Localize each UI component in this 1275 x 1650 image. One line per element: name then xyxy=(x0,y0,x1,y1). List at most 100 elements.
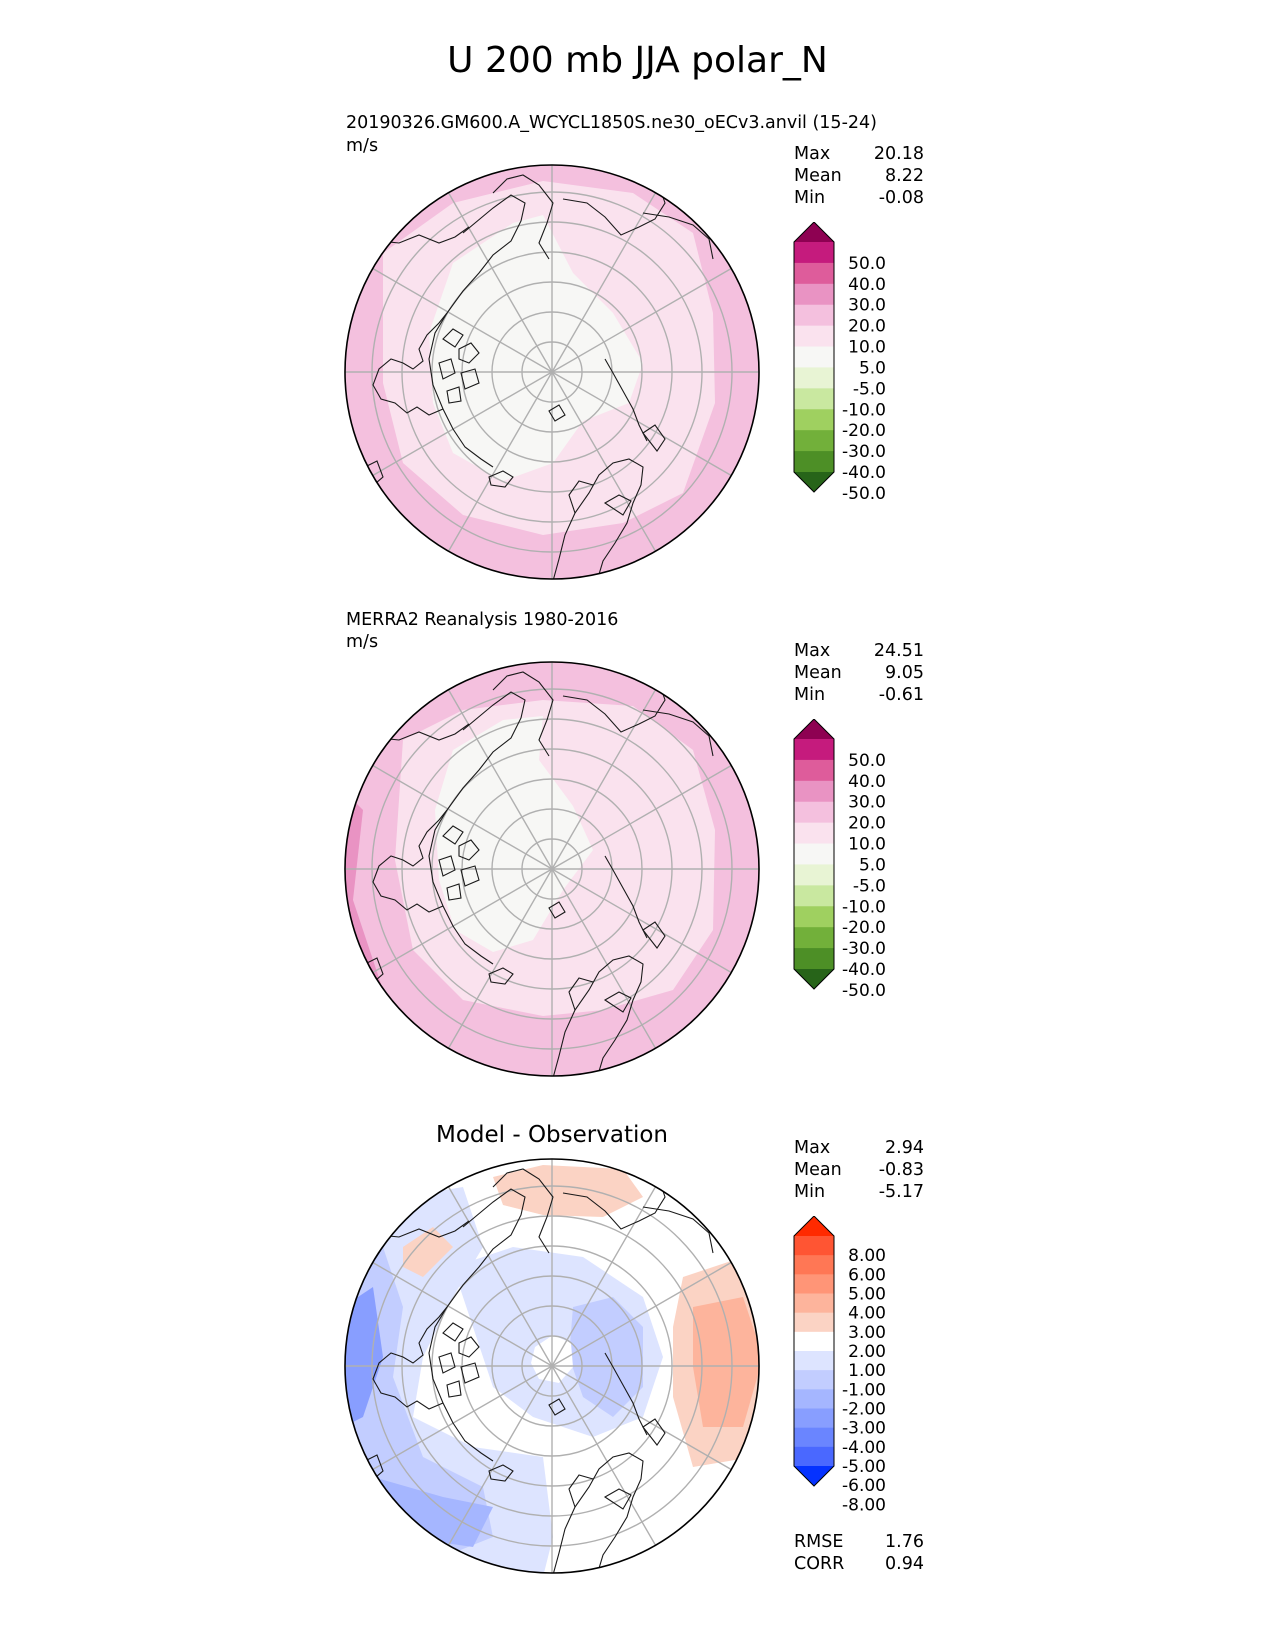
meridian-line xyxy=(372,1261,553,1367)
colorbar-outline xyxy=(793,719,835,990)
colorbar-tick-label: -10.0 xyxy=(842,400,886,420)
colorbar-tick-label: 8.00 xyxy=(848,1246,886,1266)
map-fill-group xyxy=(345,662,759,1076)
colorbar-segment xyxy=(794,430,834,452)
panel-1-stat-mean: Mean 8.22 xyxy=(794,166,924,188)
coastline xyxy=(428,691,526,965)
stat-label: Min xyxy=(794,685,826,705)
coastline xyxy=(604,358,648,442)
coastline xyxy=(642,921,666,949)
colorbar-tick-label: 30.0 xyxy=(848,296,886,316)
coastline xyxy=(548,404,566,422)
colorbar-tick-label: 40.0 xyxy=(848,275,886,295)
coastline xyxy=(428,194,526,468)
meridian-line xyxy=(551,192,657,373)
panel-2-units: m/s xyxy=(346,632,379,652)
colorbar-segment xyxy=(794,346,834,368)
moderate-positive-east xyxy=(693,1297,759,1427)
coastline xyxy=(488,1464,514,1482)
colorbar-tick-label: -30.0 xyxy=(842,442,886,462)
panel-1-polar-map xyxy=(344,164,760,580)
meridian-line xyxy=(551,868,657,1049)
coastline xyxy=(446,1380,462,1398)
meridian-line xyxy=(372,868,553,974)
coastline xyxy=(604,1352,648,1436)
strong-negative-west xyxy=(345,1287,383,1427)
map-frame xyxy=(344,1158,760,1574)
colorbar-tick-label: -50.0 xyxy=(842,484,886,504)
coastline xyxy=(460,1362,480,1384)
panel-3-colorbar: 8.006.005.004.003.002.001.00-1.00-2.00-3… xyxy=(793,1216,886,1515)
positive-region-north xyxy=(493,1165,643,1217)
colorbar-tick-label: 40.0 xyxy=(848,772,886,792)
meridian-line xyxy=(372,764,553,870)
colorbar-tick-label: -40.0 xyxy=(842,463,886,483)
stat-value: -5.17 xyxy=(878,1182,924,1202)
panel-2-stat-mean: Mean 9.05 xyxy=(794,663,924,685)
panel-3-stat-min: Min -5.17 xyxy=(794,1182,924,1204)
colorbar-segment xyxy=(794,1408,834,1429)
meridian-line xyxy=(372,371,553,477)
colorbar-segment xyxy=(794,262,834,285)
near-zero-region xyxy=(429,215,643,481)
colorbar-segment xyxy=(794,1255,834,1275)
colorbar-tick-label: 50.0 xyxy=(848,751,886,771)
colorbar-segment xyxy=(794,1427,834,1448)
coastline xyxy=(458,342,480,364)
colorbar-outline xyxy=(793,222,835,493)
coastline xyxy=(492,1168,554,1254)
panel-2-stat-min: Min -0.61 xyxy=(794,685,924,707)
colorbar-segment xyxy=(794,451,834,473)
figure-title: U 200 mb JJA polar_N xyxy=(447,40,828,81)
colorbar-tick-label: -20.0 xyxy=(842,421,886,441)
meridian-line xyxy=(551,1186,657,1367)
coastline xyxy=(372,312,448,416)
colorbar-tick-label: -6.00 xyxy=(842,1476,886,1496)
panel-3-polar-map xyxy=(344,1158,760,1574)
panel-3-metric-rmse: RMSE 1.76 xyxy=(794,1532,924,1554)
metric-value: 1.76 xyxy=(885,1532,924,1552)
colorbar-segment xyxy=(794,1351,834,1371)
coastline xyxy=(642,424,666,452)
panel-2-title: MERRA2 Reanalysis 1980-2016 xyxy=(346,610,619,630)
colorbar-tick-label: 3.00 xyxy=(848,1323,886,1343)
colorbar-segment xyxy=(794,739,834,761)
panel-1-title: 20190326.GM600.A_WCYCL1850S.ne30_oECv3.a… xyxy=(346,113,877,133)
coastline xyxy=(568,1474,594,1508)
stat-value: 8.22 xyxy=(885,166,924,186)
coastline xyxy=(562,1178,666,1230)
stat-label: Mean xyxy=(794,663,842,683)
colorbar-tick-label: 5.0 xyxy=(859,855,886,875)
colorbar-segment xyxy=(794,283,834,306)
coastline xyxy=(552,458,644,579)
meridian-line xyxy=(447,1365,553,1546)
meridian-line xyxy=(551,1365,657,1546)
colorbar-outline xyxy=(793,1216,835,1487)
coastline xyxy=(492,174,554,260)
meridian-line xyxy=(447,371,553,552)
meridian-line xyxy=(447,868,553,1049)
colorbar-extend-bottom xyxy=(794,969,834,989)
colorbar-tick-label: 5.00 xyxy=(848,1285,886,1305)
meridian-line xyxy=(372,1365,553,1471)
coastline xyxy=(603,991,632,1013)
coastline xyxy=(642,212,714,260)
coastline xyxy=(442,328,464,348)
colorbar-segment xyxy=(794,409,834,431)
colorbar-segment xyxy=(794,1293,834,1314)
colorbar-tick-label: -3.00 xyxy=(842,1419,886,1439)
colorbar-tick-label: 2.00 xyxy=(848,1342,886,1362)
meridian-line xyxy=(551,371,732,477)
stat-value: 2.94 xyxy=(885,1138,924,1158)
colorbar-segment xyxy=(794,780,834,803)
metric-label: RMSE xyxy=(794,1532,844,1552)
colorbar-tick-label: -2.00 xyxy=(842,1400,886,1420)
colorbar-tick-label: -5.00 xyxy=(842,1457,886,1477)
colorbar-segment xyxy=(794,1370,834,1390)
panel-1-stat-min: Min -0.08 xyxy=(794,188,924,210)
panel-2-colorbar: 50.040.030.020.010.05.0-5.0-10.0-20.0-30… xyxy=(793,719,886,1001)
panel-3-title: Model - Observation xyxy=(435,1122,669,1148)
panel-1-colorbar: 50.040.030.020.010.05.0-5.0-10.0-20.0-30… xyxy=(793,222,886,504)
meridian-line xyxy=(551,1365,732,1471)
coastline xyxy=(603,494,632,516)
